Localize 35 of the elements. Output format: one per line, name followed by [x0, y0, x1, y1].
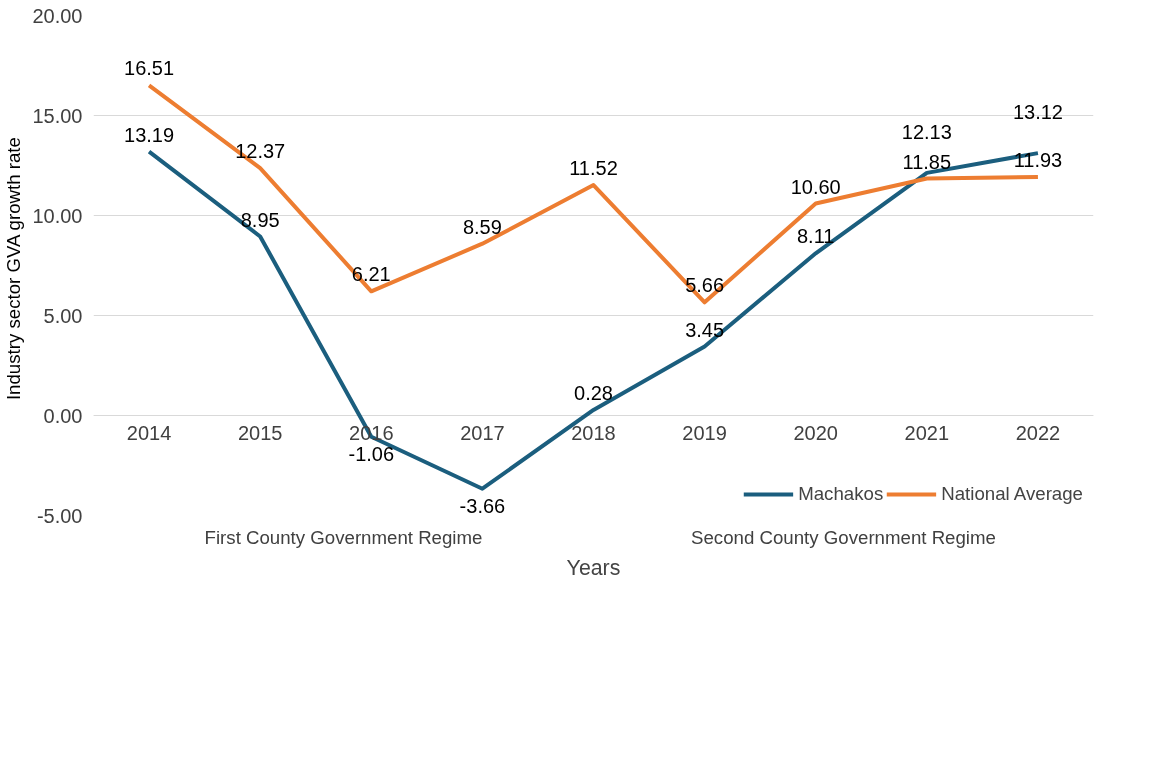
y-axis-title: Industry sector GVA growth rate	[3, 137, 25, 401]
data-label: 3.45	[685, 318, 725, 341]
data-label: 0.28	[574, 381, 613, 404]
data-label: 13.12	[1012, 101, 1063, 124]
y-tick-label: 15.00	[32, 104, 83, 127]
legend-label: National Average	[941, 483, 1083, 505]
x-tick-label: 2015	[237, 421, 283, 444]
data-label: 10.60	[790, 175, 841, 198]
y-tick-label: 10.00	[32, 204, 83, 227]
text: First County Government Regime	[204, 526, 483, 548]
data-label: 11.52	[569, 157, 618, 180]
data-label: 12.13	[901, 120, 952, 143]
data-label: -3.66	[459, 494, 506, 517]
x-tick-label: 2018	[571, 421, 616, 444]
y-tick-label: 5.00	[43, 304, 83, 327]
y-tick-label: 0.00	[43, 404, 83, 427]
data-label: -1.06	[348, 442, 395, 465]
x-axis-title: Years	[566, 555, 621, 580]
data-label: 8.59	[462, 215, 502, 238]
x-tick-label: 2017	[460, 421, 505, 444]
x-tick-label: 2014	[126, 421, 172, 444]
x-tick-label: 2019	[682, 421, 727, 444]
data-label: 16.51	[124, 57, 175, 80]
legend-label: Machakos	[798, 483, 884, 505]
y-tick-label: -5.00	[36, 504, 83, 527]
text: Second County Government Regime	[691, 526, 996, 548]
data-label: 13.19	[124, 123, 175, 146]
data-label: 8.11	[797, 225, 835, 248]
x-tick-label: 2020	[793, 421, 838, 444]
data-label: 11.93	[1013, 148, 1063, 171]
x-tick-label: 2022	[1015, 421, 1061, 444]
data-label: 11.85	[902, 150, 952, 173]
x-tick-label: 2021	[904, 421, 950, 444]
data-label: 8.95	[240, 208, 280, 231]
y-tick-label: 20.00	[32, 4, 83, 27]
